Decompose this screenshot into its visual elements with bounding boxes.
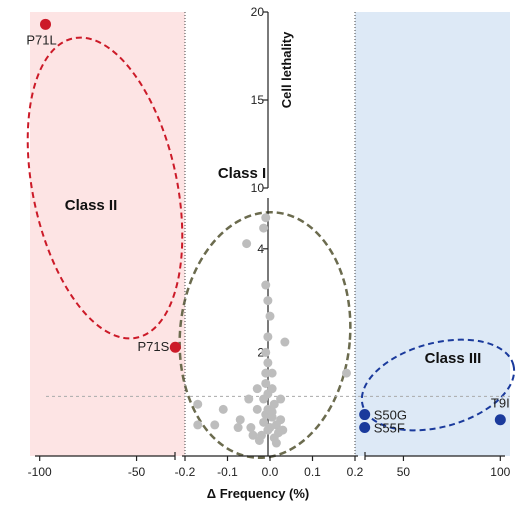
data-point	[263, 358, 273, 368]
class-i-label: Class I	[218, 165, 266, 182]
data-point	[244, 394, 254, 404]
y-tick-label: 20	[251, 5, 265, 19]
data-point-p71s	[169, 341, 181, 353]
data-point	[280, 337, 290, 347]
data-point	[342, 368, 351, 378]
data-point	[193, 420, 203, 430]
data-point	[267, 407, 277, 417]
data-point	[254, 435, 264, 445]
data-point	[242, 239, 252, 249]
data-point	[265, 311, 275, 321]
data-point	[193, 399, 203, 409]
data-point	[263, 296, 273, 306]
class-ii-ellipse	[26, 36, 184, 340]
point-label: S50G	[374, 408, 407, 423]
axes: -100 -50 -0.2 -0.1 0.0 0.1 0.2 50 100 2 4 10 15 20	[28, 5, 511, 479]
x-axis-title: Δ Frequency (%)	[207, 486, 310, 501]
x-tick-label: 0.1	[304, 465, 321, 479]
data-point	[259, 417, 269, 427]
data-point	[269, 399, 279, 409]
data-point	[261, 378, 271, 388]
data-point	[218, 404, 228, 414]
y-tick-label: 2	[257, 345, 264, 359]
x-tick-label: 0.2	[347, 465, 364, 479]
class-iii-region	[355, 12, 510, 456]
data-point	[233, 423, 243, 433]
y-tick-label: 10	[251, 181, 265, 195]
data-point	[267, 368, 277, 378]
x-tick-label: -0.2	[175, 465, 196, 479]
x-tick-label: 100	[490, 465, 510, 479]
data-point-s55f	[359, 422, 371, 434]
class-ii-label: Class II	[65, 197, 118, 214]
data-point	[261, 213, 271, 223]
data-point-t9i	[494, 414, 506, 426]
y-axis-title: Cell lethality	[279, 31, 294, 108]
data-point	[278, 425, 288, 435]
x-tick-label: 50	[397, 465, 411, 479]
point-label: T9I	[491, 396, 510, 411]
data-point	[276, 415, 286, 425]
data-point	[235, 415, 245, 425]
x-tick-label: -50	[128, 465, 146, 479]
data-point	[259, 223, 269, 233]
data-point	[263, 389, 273, 399]
data-point	[271, 438, 281, 448]
data-point	[265, 423, 275, 433]
data-point	[210, 420, 220, 430]
x-tick-label: 0.0	[262, 465, 279, 479]
class-iii-ellipse	[360, 338, 516, 432]
class-iii-label: Class III	[425, 350, 482, 367]
point-label: P71S	[138, 339, 170, 354]
point-label: P71L	[26, 32, 56, 47]
data-point-s50g	[359, 409, 371, 421]
data-point	[252, 404, 262, 414]
class-i-ellipse	[178, 210, 352, 460]
data-point	[248, 430, 258, 440]
data-point	[261, 368, 271, 378]
data-point-p71l	[40, 18, 51, 30]
data-point	[261, 347, 271, 357]
y-tick-label: 4	[257, 242, 264, 256]
data-point	[246, 423, 256, 433]
x-tick-label: -100	[28, 465, 52, 479]
data-point	[263, 332, 273, 342]
data-point	[276, 394, 286, 404]
data-point	[252, 384, 262, 394]
class-ii-region	[30, 12, 185, 456]
data-point	[261, 280, 271, 290]
x-tick-label: -0.1	[217, 465, 238, 479]
y-tick-label: 15	[251, 93, 265, 107]
point-label: S55F	[374, 421, 405, 436]
